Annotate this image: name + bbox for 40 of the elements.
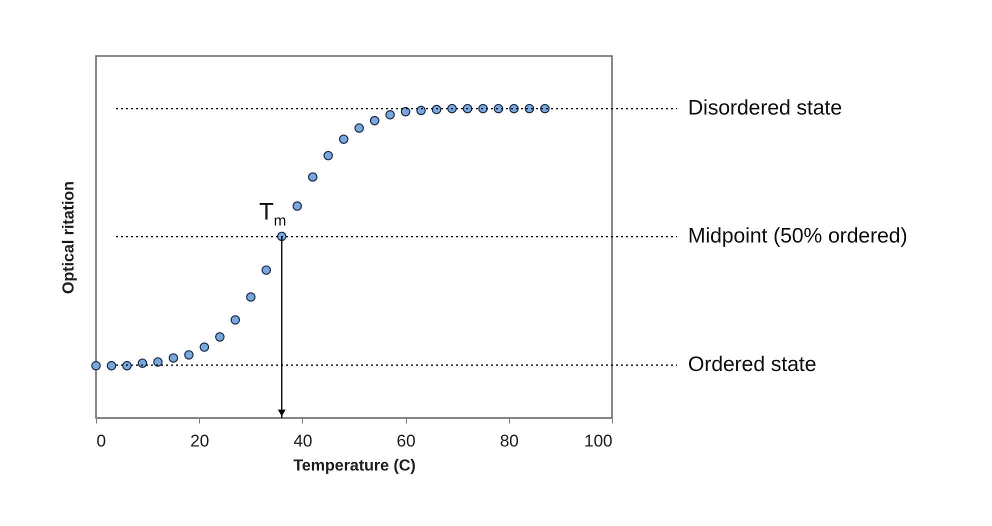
point	[338, 134, 348, 144]
x-tick-label: 40	[293, 432, 312, 450]
point	[432, 104, 442, 114]
point	[524, 104, 534, 114]
point	[168, 353, 178, 363]
x-tick-label: 100	[584, 432, 612, 450]
point	[509, 104, 519, 114]
point	[416, 106, 426, 116]
point	[200, 342, 210, 352]
y-axis-title: Optical ritation	[60, 181, 78, 294]
point	[184, 350, 194, 360]
point	[354, 123, 364, 133]
x-tick-label: 0	[96, 432, 106, 450]
ref-line-label: Ordered state	[688, 353, 816, 376]
point	[292, 201, 302, 211]
point	[106, 360, 116, 370]
point	[246, 292, 256, 302]
x-tick-label: 60	[396, 432, 416, 450]
x-tick-label: 80	[500, 432, 519, 450]
point	[308, 172, 318, 182]
ref-line-label: Midpoint (50% ordered)	[688, 224, 908, 248]
point	[540, 104, 550, 114]
point	[215, 332, 225, 342]
x-axis-title: Temperature (C)	[293, 458, 416, 474]
point	[447, 104, 457, 114]
point	[494, 104, 504, 114]
ref-line-label: Disordered state	[688, 96, 842, 120]
point	[138, 358, 148, 368]
point	[462, 104, 472, 114]
point	[230, 315, 240, 325]
point	[122, 360, 132, 370]
point	[323, 150, 333, 160]
point	[400, 106, 410, 116]
point	[153, 357, 163, 367]
point	[478, 104, 488, 114]
point	[370, 116, 380, 126]
point	[91, 360, 101, 370]
point	[261, 265, 272, 275]
x-tick-label: 20	[190, 432, 210, 450]
point	[385, 110, 395, 120]
